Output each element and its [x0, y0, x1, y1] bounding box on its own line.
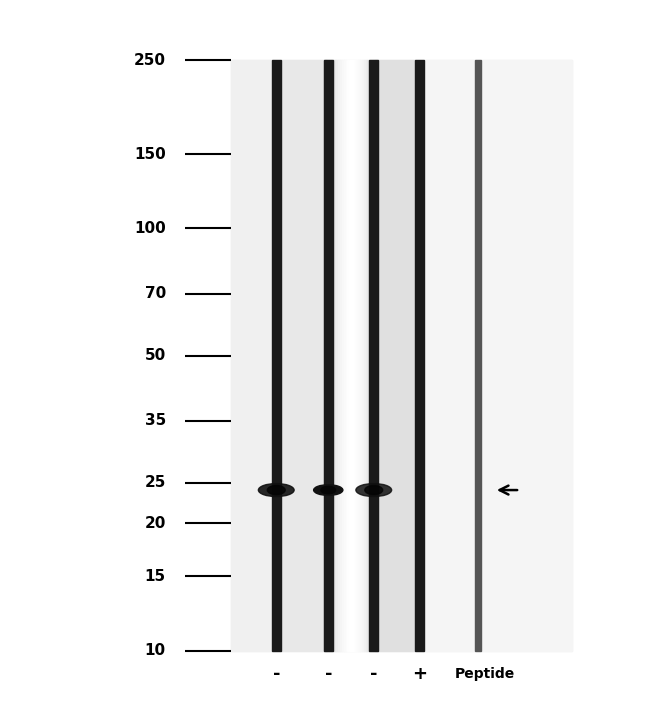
Bar [326, 60, 328, 651]
Bar [353, 60, 355, 651]
Text: 250: 250 [134, 53, 166, 68]
Bar [329, 60, 331, 651]
Bar [365, 60, 367, 651]
Text: +: + [411, 665, 427, 683]
Bar [337, 60, 338, 651]
Bar [424, 60, 474, 651]
Bar [335, 60, 337, 651]
Bar [355, 60, 356, 651]
Text: Peptide: Peptide [455, 667, 515, 681]
Bar [342, 60, 344, 651]
Bar [351, 60, 353, 651]
Bar [369, 60, 371, 651]
Bar [371, 60, 373, 651]
Text: 50: 50 [144, 348, 166, 363]
Bar [338, 60, 340, 651]
Bar [231, 60, 572, 651]
Ellipse shape [365, 486, 383, 495]
Bar [340, 60, 342, 651]
Bar [364, 60, 365, 651]
Bar [281, 60, 324, 651]
Text: -: - [370, 665, 378, 683]
Bar [356, 60, 358, 651]
Bar [362, 60, 364, 651]
Bar [346, 60, 347, 651]
Ellipse shape [356, 483, 391, 496]
Text: 10: 10 [144, 643, 166, 658]
Bar [474, 60, 481, 651]
Text: 35: 35 [144, 413, 166, 429]
Bar [272, 60, 281, 651]
Bar [378, 60, 415, 651]
Bar [360, 60, 362, 651]
Bar [333, 60, 369, 651]
Bar [324, 60, 326, 651]
Text: 25: 25 [144, 475, 166, 490]
Bar [231, 60, 272, 651]
Bar [376, 60, 378, 651]
Bar [328, 60, 329, 651]
Bar [333, 60, 335, 651]
Bar [331, 60, 333, 651]
Text: 150: 150 [134, 146, 166, 161]
Ellipse shape [267, 486, 285, 495]
Text: 70: 70 [144, 287, 166, 301]
Ellipse shape [321, 486, 335, 493]
Text: -: - [324, 665, 332, 683]
Text: 15: 15 [144, 569, 166, 584]
Ellipse shape [259, 483, 294, 496]
Bar [349, 60, 351, 651]
Bar [358, 60, 360, 651]
Bar [324, 60, 333, 651]
Text: 100: 100 [134, 221, 166, 236]
Bar [374, 60, 376, 651]
Ellipse shape [313, 485, 343, 496]
Text: 20: 20 [144, 516, 166, 531]
Bar [415, 60, 424, 651]
Bar [373, 60, 374, 651]
Bar [369, 60, 378, 651]
Text: -: - [272, 665, 280, 683]
Bar [344, 60, 346, 651]
Bar [481, 60, 572, 651]
Bar [347, 60, 349, 651]
Bar [367, 60, 369, 651]
